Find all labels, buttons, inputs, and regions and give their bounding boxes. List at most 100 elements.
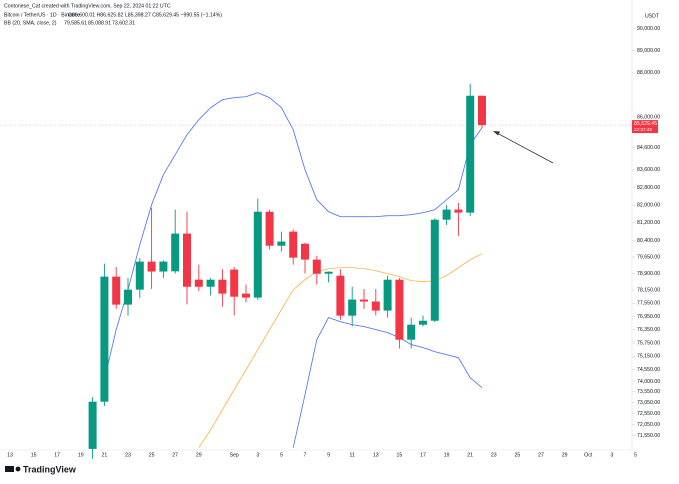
y-tick-label: 73,050.00 xyxy=(637,400,660,406)
y-tick-label: 78,900.00 xyxy=(637,271,660,277)
candle-body xyxy=(407,324,416,340)
y-tick-label: 82,000.00 xyxy=(637,203,660,209)
candle-body xyxy=(218,279,227,294)
x-tick-label: 23 xyxy=(491,452,497,458)
candle-body xyxy=(265,211,274,246)
x-tick-label: 11 xyxy=(350,452,355,458)
x-tick-label: 27 xyxy=(172,452,178,458)
x-tick-label: 25 xyxy=(515,452,521,458)
y-axis-label: USDT xyxy=(645,13,660,19)
symbol-label: Bitcoin / TetherUS · 1D · Binance xyxy=(4,12,80,18)
band-line xyxy=(292,317,483,448)
x-tick-label: 15 xyxy=(397,452,403,458)
y-tick-label: 79,650.00 xyxy=(637,254,660,260)
x-tick-label: 21 xyxy=(102,452,108,458)
x-tick-label: 21 xyxy=(467,452,473,458)
x-tick-label: 29 xyxy=(196,452,202,458)
candle-body xyxy=(112,276,121,305)
candle-body xyxy=(159,261,168,272)
x-tick-label: 3 xyxy=(610,452,613,458)
x-tick-label: Sep xyxy=(230,452,239,458)
x-tick-label: 17 xyxy=(54,452,60,458)
x-tick-label: 5 xyxy=(280,452,283,458)
candle-body xyxy=(360,299,368,302)
y-tick-label: 89,000.00 xyxy=(637,48,660,54)
y-tick-label: 76,350.00 xyxy=(637,327,660,333)
x-tick-label: 27 xyxy=(538,452,544,458)
y-tick-label: 84,600.00 xyxy=(637,145,660,151)
candle-body xyxy=(171,233,180,272)
candle-body xyxy=(206,279,215,287)
candle-body xyxy=(454,209,463,213)
candle-body xyxy=(336,275,345,316)
x-tick-label: 29 xyxy=(562,452,568,458)
y-tick-label: 86,000.00 xyxy=(637,114,660,120)
plot-area xyxy=(0,83,632,459)
candle-body xyxy=(395,279,404,340)
y-tick-label: 77,550.00 xyxy=(637,301,660,307)
candle-body xyxy=(242,293,250,298)
x-tick-label: 19 xyxy=(444,452,450,458)
y-tick-label: 82,800.00 xyxy=(637,185,660,191)
candle-body xyxy=(301,243,309,260)
x-tick-label: 13 xyxy=(7,452,13,458)
candle-body xyxy=(371,301,380,311)
candle-body xyxy=(348,299,357,316)
candle-body xyxy=(289,231,298,258)
y-tick-label: 78,150.00 xyxy=(637,287,660,293)
candle-body xyxy=(478,95,486,126)
y-tick-label: 72,050.00 xyxy=(637,422,660,428)
candle-body xyxy=(442,209,451,220)
ohlc-legend: O86,600.01 H86,625.82 L85,398.27 C85,629… xyxy=(68,12,222,18)
x-tick-label: 7 xyxy=(304,452,307,458)
candle-body xyxy=(253,211,262,298)
y-tick-label: 81,200.00 xyxy=(637,220,660,226)
indicator-label: BB (20, SMA, close, 2) xyxy=(4,20,57,26)
candle-body xyxy=(419,320,427,325)
logo: TradingView xyxy=(5,464,77,474)
x-tick-label: 9 xyxy=(327,452,330,458)
candle-body xyxy=(277,241,286,246)
y-tick-label: 88,000.00 xyxy=(637,70,660,76)
y-tick-label: 71,550.00 xyxy=(637,433,660,439)
y-tick-label: 90,000.00 xyxy=(637,26,660,32)
x-tick-label: 17 xyxy=(420,452,426,458)
logo-text: TradingView xyxy=(23,464,77,474)
candle-body xyxy=(383,279,392,311)
candle-body xyxy=(183,233,191,287)
candle-body xyxy=(230,269,239,297)
y-tick-label: 74,550.00 xyxy=(637,367,660,373)
y-tick-label: 73,550.00 xyxy=(637,389,660,395)
x-tick-label: 13 xyxy=(373,452,379,458)
y-tick-label: 75,750.00 xyxy=(637,340,660,346)
indicator-value: 73,602.31 xyxy=(112,20,135,26)
y-tick-label: 76,950.00 xyxy=(637,314,660,320)
arrow-head xyxy=(493,131,500,136)
candle-body xyxy=(147,261,156,272)
candle-body xyxy=(324,271,333,274)
candle-body xyxy=(312,259,321,274)
y-tick-label: 72,550.00 xyxy=(637,411,660,417)
arrow xyxy=(496,132,554,164)
price-tag-label: 85,629.45 xyxy=(634,121,657,127)
candle-body xyxy=(466,95,475,213)
band-line xyxy=(103,92,483,380)
candle-body xyxy=(124,289,132,305)
indicator-value: 85,088.91 xyxy=(88,20,111,26)
price-tag xyxy=(632,120,658,134)
candle-body xyxy=(430,219,439,321)
y-tick-label: 83,600.00 xyxy=(637,167,660,173)
y-tick-label: 80,400.00 xyxy=(637,238,660,244)
x-tick-label: Oct xyxy=(584,452,593,458)
x-tick-label: 23 xyxy=(125,452,131,458)
x-tick-label: 19 xyxy=(78,452,84,458)
y-tick-label: 75,150.00 xyxy=(637,354,660,360)
x-tick-label: 3 xyxy=(256,452,259,458)
candle-body xyxy=(88,401,97,449)
countdown-label: 22:37:48 xyxy=(634,127,652,132)
x-tick-label: 5 xyxy=(634,452,637,458)
y-tick-label: 74,000.00 xyxy=(637,379,660,385)
candle-body xyxy=(100,276,109,402)
